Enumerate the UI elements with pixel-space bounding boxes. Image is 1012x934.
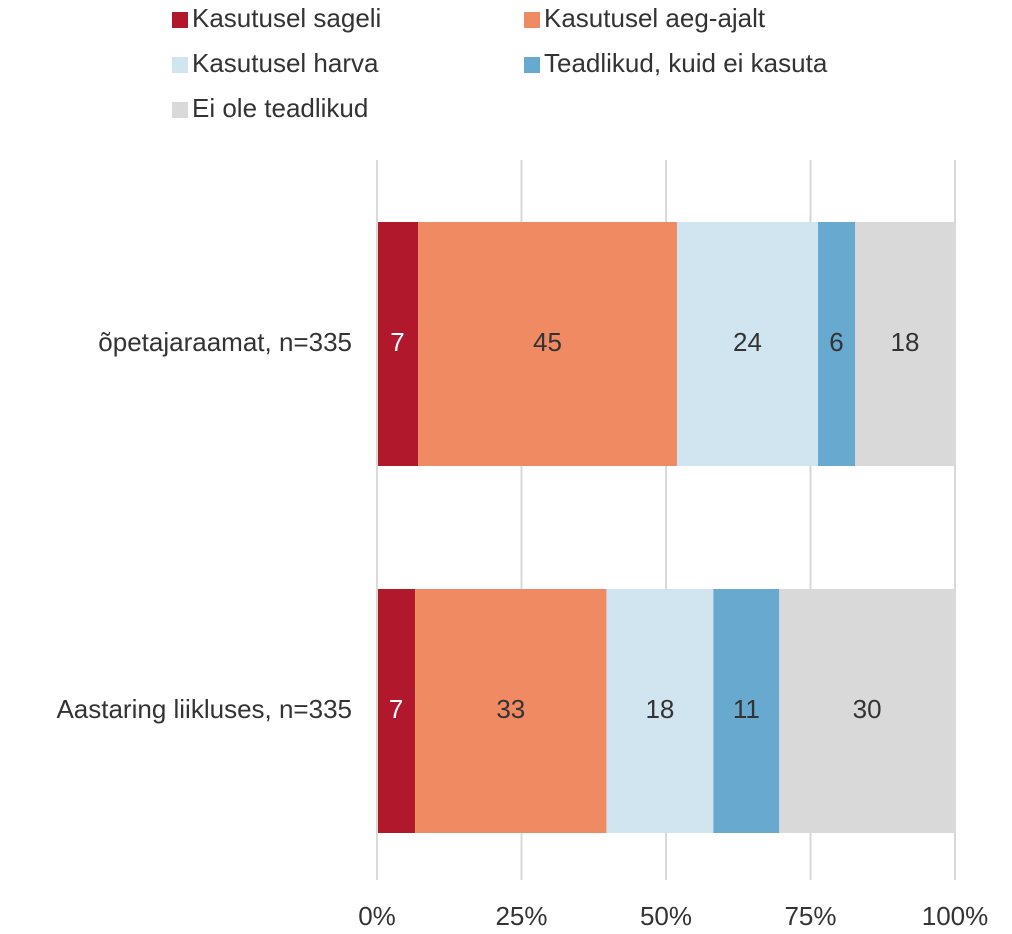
bar-segment bbox=[676, 222, 819, 466]
data-label: 7 bbox=[389, 694, 403, 724]
data-label: 18 bbox=[645, 694, 674, 724]
legend-label: Ei ole teadlikud bbox=[192, 93, 368, 123]
legend-swatch bbox=[172, 57, 188, 73]
data-label: 30 bbox=[853, 694, 882, 724]
legend-label: Teadlikud, kuid ei kasuta bbox=[544, 48, 828, 78]
legend-label: Kasutusel sageli bbox=[192, 3, 381, 33]
data-label: 24 bbox=[733, 327, 762, 357]
bar-segment bbox=[606, 589, 714, 833]
bar-segment bbox=[418, 222, 677, 466]
x-tick-label: 75% bbox=[784, 901, 836, 931]
bar-segment bbox=[377, 589, 416, 833]
legend-swatch bbox=[524, 12, 540, 28]
x-tick-label: 25% bbox=[495, 901, 547, 931]
data-label: 18 bbox=[891, 327, 920, 357]
legend-label: Kasutusel aeg-ajalt bbox=[544, 3, 766, 33]
x-tick-label: 50% bbox=[640, 901, 692, 931]
data-label: 7 bbox=[390, 327, 404, 357]
bar-segment bbox=[377, 222, 419, 466]
data-label: 33 bbox=[496, 694, 525, 724]
y-tick-label: Aastaring liikluses, n=335 bbox=[56, 694, 352, 724]
legend-swatch bbox=[172, 102, 188, 118]
bar-segment bbox=[713, 589, 780, 833]
bar-segment bbox=[818, 222, 856, 466]
bar-segment bbox=[415, 589, 607, 833]
bar-segment bbox=[855, 222, 955, 466]
x-tick-label: 100% bbox=[922, 901, 989, 931]
legend-swatch bbox=[172, 12, 188, 28]
data-label: 45 bbox=[533, 327, 562, 357]
legend-swatch bbox=[524, 57, 540, 73]
y-tick-label: õpetajaraamat, n=335 bbox=[98, 327, 352, 357]
data-label: 11 bbox=[733, 694, 760, 724]
data-label: 6 bbox=[829, 327, 843, 357]
legend-label: Kasutusel harva bbox=[192, 48, 379, 78]
bar-segment bbox=[779, 589, 955, 833]
x-tick-label: 0% bbox=[358, 901, 396, 931]
